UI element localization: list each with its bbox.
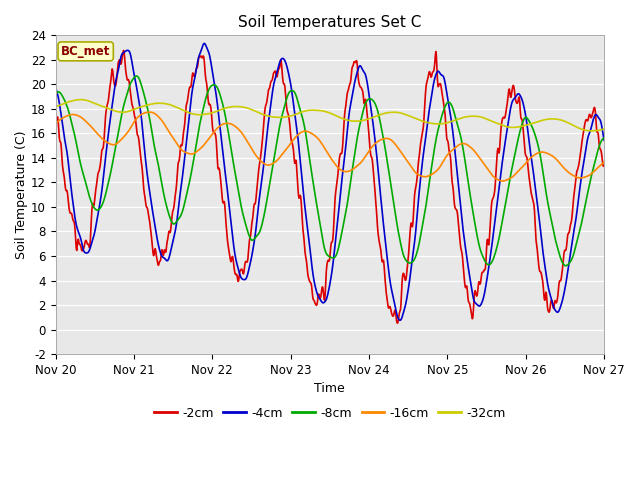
Legend: -2cm, -4cm, -8cm, -16cm, -32cm: -2cm, -4cm, -8cm, -16cm, -32cm	[149, 402, 510, 425]
Y-axis label: Soil Temperature (C): Soil Temperature (C)	[15, 131, 28, 259]
X-axis label: Time: Time	[314, 383, 345, 396]
Text: BC_met: BC_met	[61, 45, 110, 58]
Title: Soil Temperatures Set C: Soil Temperatures Set C	[238, 15, 422, 30]
